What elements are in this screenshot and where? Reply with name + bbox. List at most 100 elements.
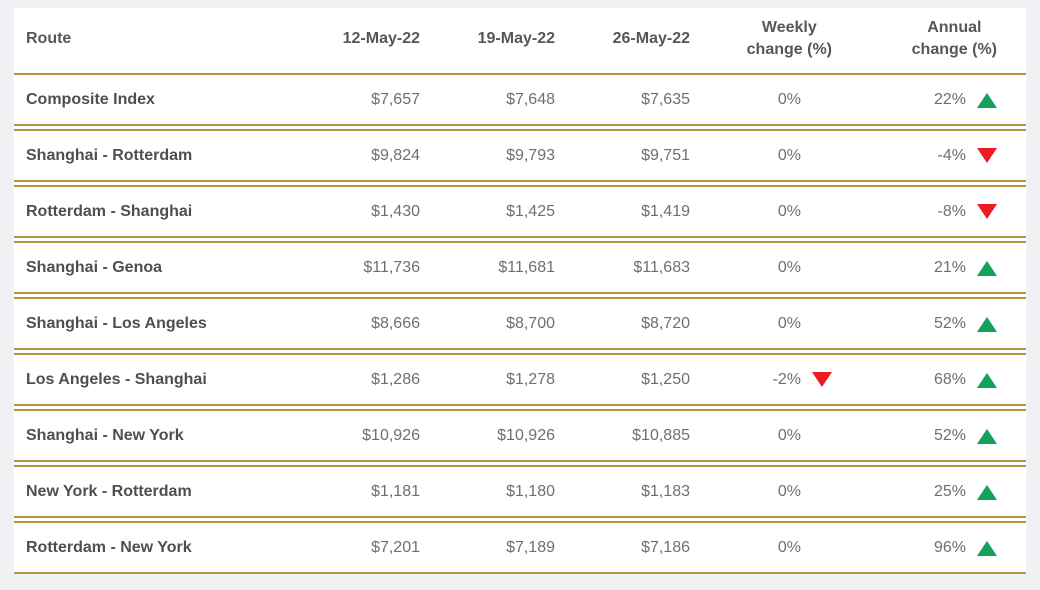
weekly-change-down-arrow-icon bbox=[812, 371, 832, 388]
rate-value-date-2: $1,425 bbox=[506, 202, 555, 220]
weekly-change-cell: 0% bbox=[690, 203, 832, 221]
weekly-change-no-arrow-icon bbox=[812, 204, 832, 220]
weekly-change-cell: 0% bbox=[690, 427, 832, 445]
annual-change-value: 52% bbox=[933, 426, 966, 444]
weekly-change-cell: 0% bbox=[690, 91, 832, 109]
rate-value-date-2: $7,189 bbox=[506, 538, 555, 556]
weekly-header-line1: Weekly bbox=[761, 19, 817, 37]
weekly-change-value: 0% bbox=[777, 146, 801, 164]
annual-change-cell: 52% bbox=[832, 427, 1026, 445]
weekly-change-cell: 0% bbox=[690, 259, 832, 277]
annual-change-cell: 52% bbox=[832, 315, 1026, 333]
annual-change-up-arrow-icon bbox=[977, 428, 997, 444]
annual-change-down-arrow-icon bbox=[977, 203, 997, 220]
weekly-change-no-arrow-icon bbox=[812, 148, 832, 164]
annual-change-up-arrow-icon bbox=[977, 372, 997, 388]
weekly-change-no-arrow-icon bbox=[812, 484, 832, 500]
route-name: Shanghai - Genoa bbox=[26, 258, 163, 276]
rate-value-date-1: $7,657 bbox=[371, 90, 420, 108]
table-header-row: Route 12-May-22 19-May-22 26-May-22 Week… bbox=[14, 8, 1026, 70]
column-header-annual-change: Annual change (%) bbox=[832, 17, 1026, 60]
rate-value-date-1: $8,666 bbox=[371, 314, 420, 332]
rate-value-date-2: $1,180 bbox=[506, 482, 555, 500]
table-row: Composite Index $7,657 $7,648 $7,635 0% … bbox=[14, 73, 1026, 126]
annual-change-cell: -4% bbox=[832, 147, 1026, 165]
rate-value-date-2: $10,926 bbox=[497, 426, 555, 444]
annual-change-cell: -8% bbox=[832, 203, 1026, 221]
table-body: Composite Index $7,657 $7,648 $7,635 0% … bbox=[14, 73, 1026, 574]
route-name: Shanghai - New York bbox=[26, 426, 184, 444]
rate-value-date-3: $9,751 bbox=[641, 146, 690, 164]
weekly-change-no-arrow-icon bbox=[812, 92, 832, 108]
annual-change-cell: 96% bbox=[832, 539, 1026, 557]
annual-change-down-arrow-icon bbox=[977, 147, 997, 164]
rate-value-date-1: $1,430 bbox=[371, 202, 420, 220]
rate-value-date-2: $9,793 bbox=[506, 146, 555, 164]
annual-change-up-arrow-icon bbox=[977, 484, 997, 500]
weekly-change-value: 0% bbox=[777, 258, 801, 276]
column-header-weekly-change: Weekly change (%) bbox=[690, 17, 832, 60]
weekly-change-value: 0% bbox=[777, 538, 801, 556]
rate-value-date-2: $8,700 bbox=[506, 314, 555, 332]
weekly-change-cell: 0% bbox=[690, 539, 832, 557]
column-header-route: Route bbox=[26, 30, 72, 47]
annual-change-value: 52% bbox=[933, 314, 966, 332]
table-row: Shanghai - Rotterdam $9,824 $9,793 $9,75… bbox=[14, 129, 1026, 182]
rate-value-date-1: $10,926 bbox=[362, 426, 420, 444]
weekly-change-value: 0% bbox=[777, 314, 801, 332]
rates-table-card: Route 12-May-22 19-May-22 26-May-22 Week… bbox=[14, 8, 1026, 574]
route-name: Los Angeles - Shanghai bbox=[26, 370, 207, 388]
annual-change-value: 68% bbox=[933, 370, 966, 388]
annual-change-up-arrow-icon bbox=[977, 316, 997, 332]
weekly-change-value: 0% bbox=[777, 202, 801, 220]
rate-value-date-3: $1,250 bbox=[641, 370, 690, 388]
annual-change-cell: 68% bbox=[832, 371, 1026, 389]
rate-value-date-3: $1,419 bbox=[641, 202, 690, 220]
annual-change-cell: 22% bbox=[832, 91, 1026, 109]
column-header-date-3: 26-May-22 bbox=[612, 30, 690, 47]
rate-value-date-2: $7,648 bbox=[506, 90, 555, 108]
weekly-change-value: 0% bbox=[777, 426, 801, 444]
column-header-date-1: 12-May-22 bbox=[342, 30, 420, 47]
annual-header-line2: change (%) bbox=[911, 41, 997, 58]
annual-change-up-arrow-icon bbox=[977, 540, 997, 556]
table-row: Shanghai - Genoa $11,736 $11,681 $11,683… bbox=[14, 241, 1026, 294]
weekly-change-cell: 0% bbox=[690, 483, 832, 501]
weekly-change-no-arrow-icon bbox=[812, 540, 832, 556]
annual-change-value: 25% bbox=[933, 482, 966, 500]
weekly-change-no-arrow-icon bbox=[812, 316, 832, 332]
annual-change-value: 21% bbox=[933, 258, 966, 276]
route-name: Shanghai - Los Angeles bbox=[26, 314, 207, 332]
rate-value-date-3: $11,683 bbox=[633, 258, 690, 276]
weekly-change-cell: -2% bbox=[690, 371, 832, 389]
route-name: Rotterdam - New York bbox=[26, 538, 192, 556]
rate-value-date-2: $11,681 bbox=[498, 258, 555, 276]
annual-change-up-arrow-icon bbox=[977, 260, 997, 276]
table-row: New York - Rotterdam $1,181 $1,180 $1,18… bbox=[14, 465, 1026, 518]
rate-value-date-3: $1,183 bbox=[641, 482, 690, 500]
annual-change-cell: 21% bbox=[832, 259, 1026, 277]
weekly-change-cell: 0% bbox=[690, 147, 832, 165]
weekly-change-value: -2% bbox=[772, 370, 801, 388]
annual-change-value: -8% bbox=[937, 202, 966, 220]
route-name: Composite Index bbox=[26, 90, 155, 108]
annual-change-value: -4% bbox=[937, 146, 966, 164]
annual-change-value: 22% bbox=[933, 90, 966, 108]
route-name: New York - Rotterdam bbox=[26, 482, 192, 500]
rate-value-date-3: $8,720 bbox=[641, 314, 690, 332]
annual-header-line1: Annual bbox=[927, 19, 982, 37]
annual-change-value: 96% bbox=[933, 538, 966, 556]
rate-value-date-2: $1,278 bbox=[506, 370, 555, 388]
annual-change-cell: 25% bbox=[832, 483, 1026, 501]
rate-value-date-3: $7,186 bbox=[641, 538, 690, 556]
table-row: Rotterdam - Shanghai $1,430 $1,425 $1,41… bbox=[14, 185, 1026, 238]
table-row: Los Angeles - Shanghai $1,286 $1,278 $1,… bbox=[14, 353, 1026, 406]
rate-value-date-3: $10,885 bbox=[632, 426, 690, 444]
column-header-date-2: 19-May-22 bbox=[477, 30, 555, 47]
weekly-change-value: 0% bbox=[777, 90, 801, 108]
weekly-change-no-arrow-icon bbox=[812, 428, 832, 444]
table-row: Shanghai - New York $10,926 $10,926 $10,… bbox=[14, 409, 1026, 462]
annual-change-up-arrow-icon bbox=[977, 92, 997, 108]
table-row: Rotterdam - New York $7,201 $7,189 $7,18… bbox=[14, 521, 1026, 574]
rate-value-date-1: $1,181 bbox=[371, 482, 420, 500]
